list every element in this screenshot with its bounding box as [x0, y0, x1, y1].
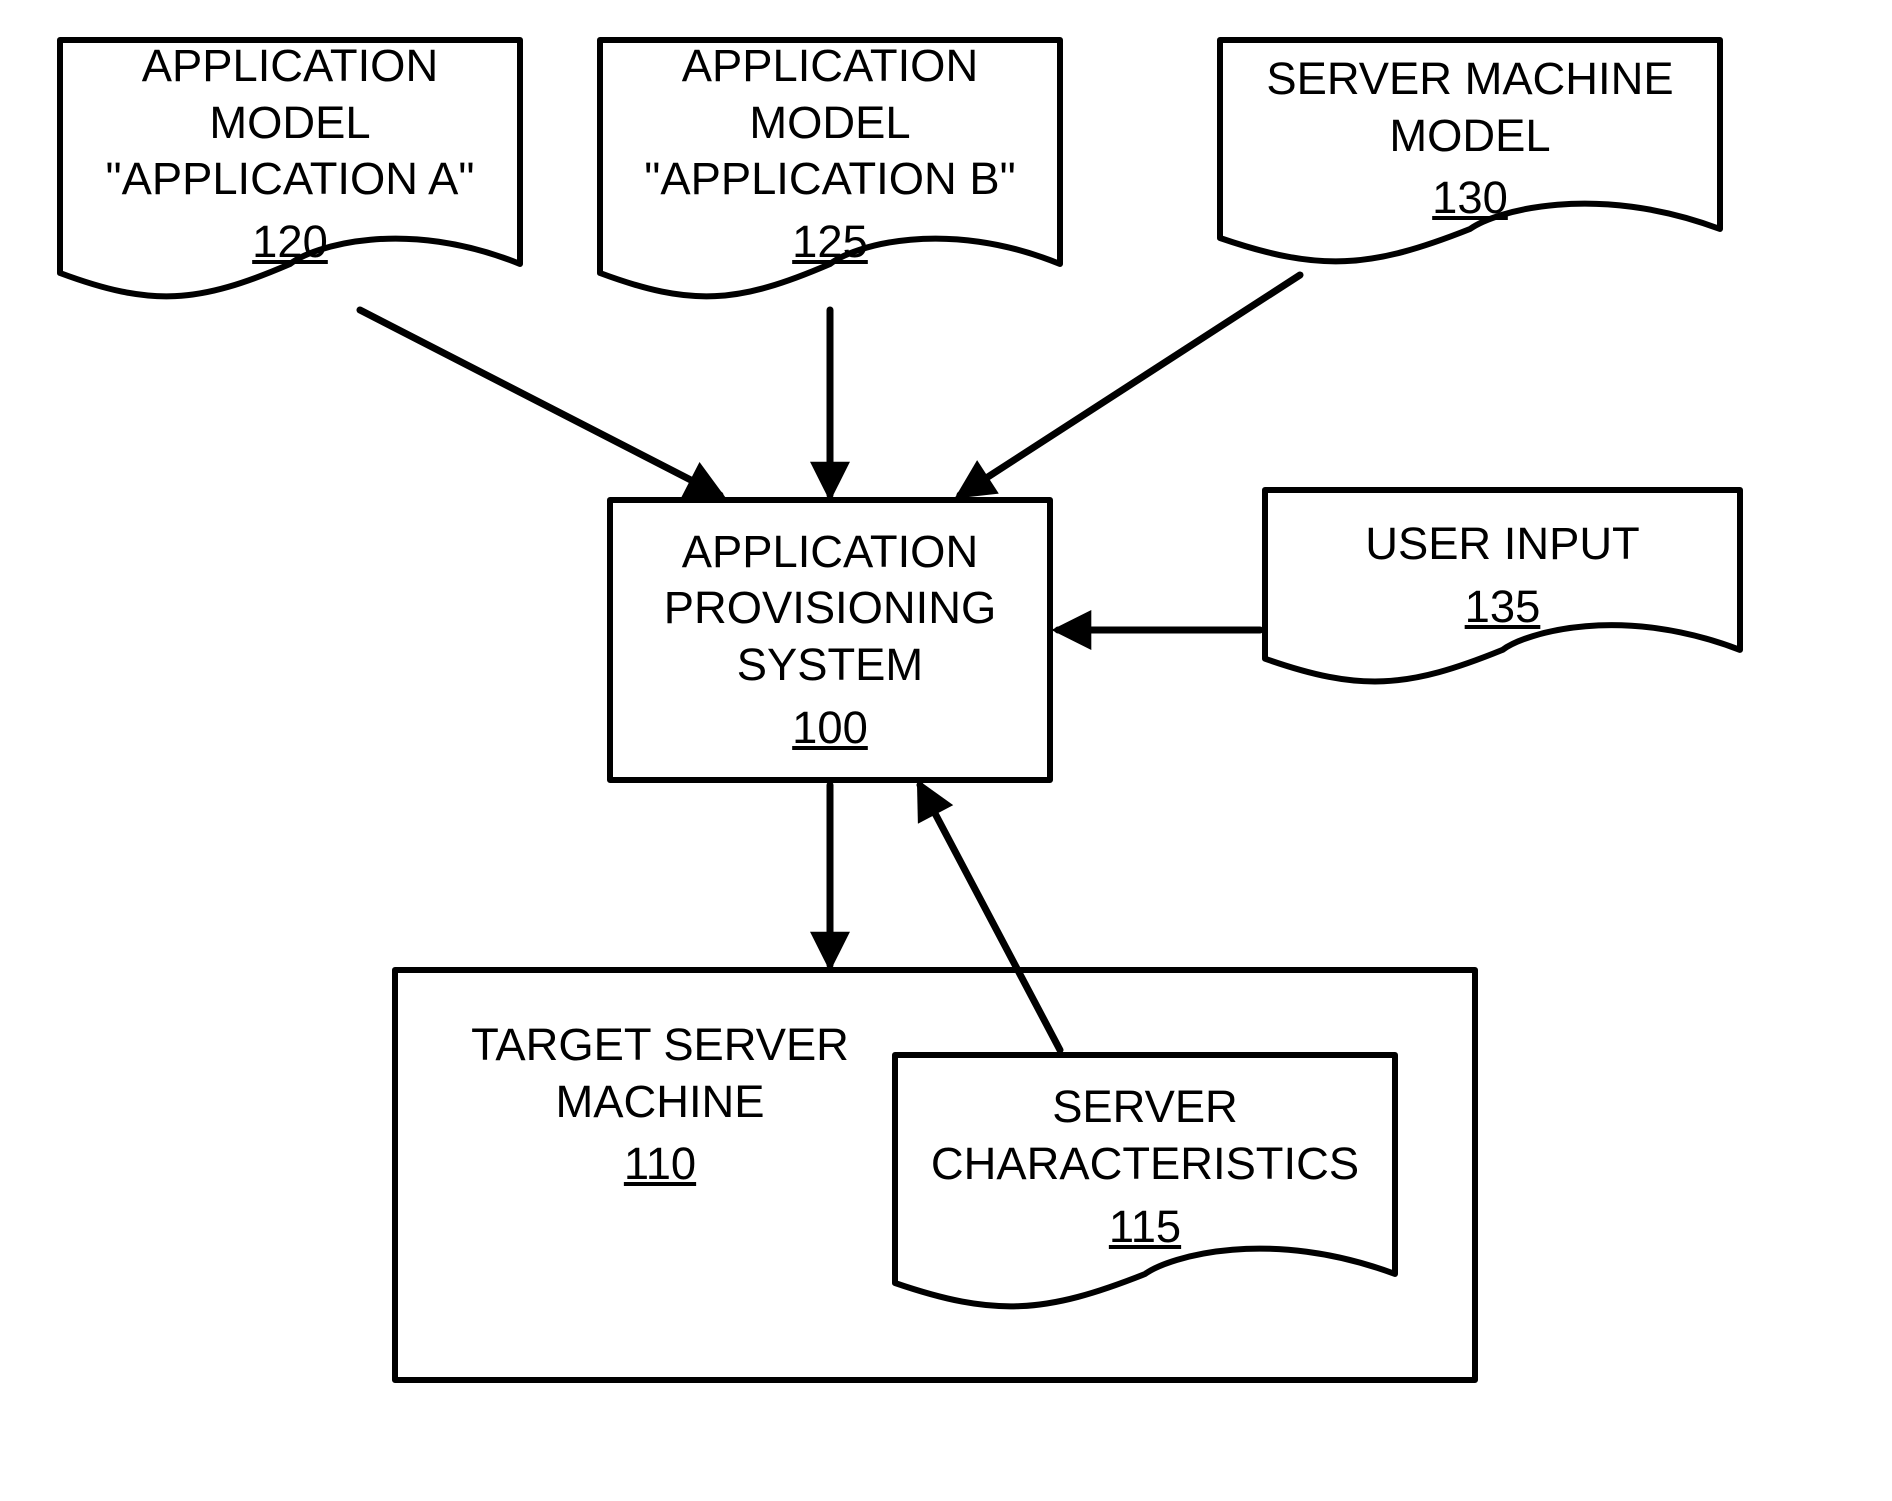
node-label-line: SYSTEM: [737, 637, 923, 694]
node-label-line: APPLICATION: [682, 524, 978, 581]
node-ref-number: 110: [624, 1136, 696, 1193]
node-app_model_a: APPLICATIONMODEL"APPLICATION A" 120: [60, 40, 520, 269]
node-label-line: APPLICATION: [682, 38, 978, 95]
node-server_characteristics: SERVERCHARACTERISTICS 115: [895, 1055, 1395, 1279]
edge-server_characteristics-to-provisioning_system: [920, 785, 1060, 1050]
node-user_input: USER INPUT 135: [1265, 490, 1740, 662]
node-server_machine_model: SERVER MACHINEMODEL130: [1220, 40, 1720, 238]
node-label-line: SERVER MACHINE: [1266, 51, 1673, 108]
node-ref-number: 115: [1109, 1199, 1181, 1256]
node-label-line: USER INPUT: [1365, 516, 1640, 573]
node-ref-number: 130: [1432, 170, 1508, 227]
node-label-line: PROVISIONING: [664, 580, 996, 637]
node-label-line: MODEL: [209, 95, 370, 152]
node-app_model_b: APPLICATIONMODEL"APPLICATION B" 125: [600, 40, 1060, 269]
node-label-line: MACHINE: [555, 1074, 764, 1131]
node-ref-number: 120: [252, 214, 328, 271]
node-label-line: "APPLICATION B": [644, 151, 1015, 208]
node-label-line: TARGET SERVER: [471, 1017, 849, 1074]
edge-app_model_a-to-provisioning_system: [360, 310, 720, 495]
node-ref-number: 135: [1465, 579, 1541, 636]
node-label-line: MODEL: [749, 95, 910, 152]
node-label-line: MODEL: [1389, 108, 1550, 165]
node-label-line: SERVER: [1052, 1079, 1238, 1136]
node-provisioning_system: APPLICATIONPROVISIONINGSYSTEM 100: [610, 500, 1050, 780]
node-label-line: APPLICATION: [142, 38, 438, 95]
node-ref-number: 125: [792, 214, 868, 271]
edge-server_machine_model-to-provisioning_system: [960, 275, 1300, 495]
node-label-line: "APPLICATION A": [106, 151, 475, 208]
node-target_server: TARGET SERVERMACHINE110: [400, 1005, 920, 1205]
diagram-canvas: APPLICATIONMODEL"APPLICATION A"120APPLIC…: [0, 0, 1892, 1501]
node-label-line: CHARACTERISTICS: [931, 1136, 1359, 1193]
node-ref-number: 100: [792, 700, 868, 757]
